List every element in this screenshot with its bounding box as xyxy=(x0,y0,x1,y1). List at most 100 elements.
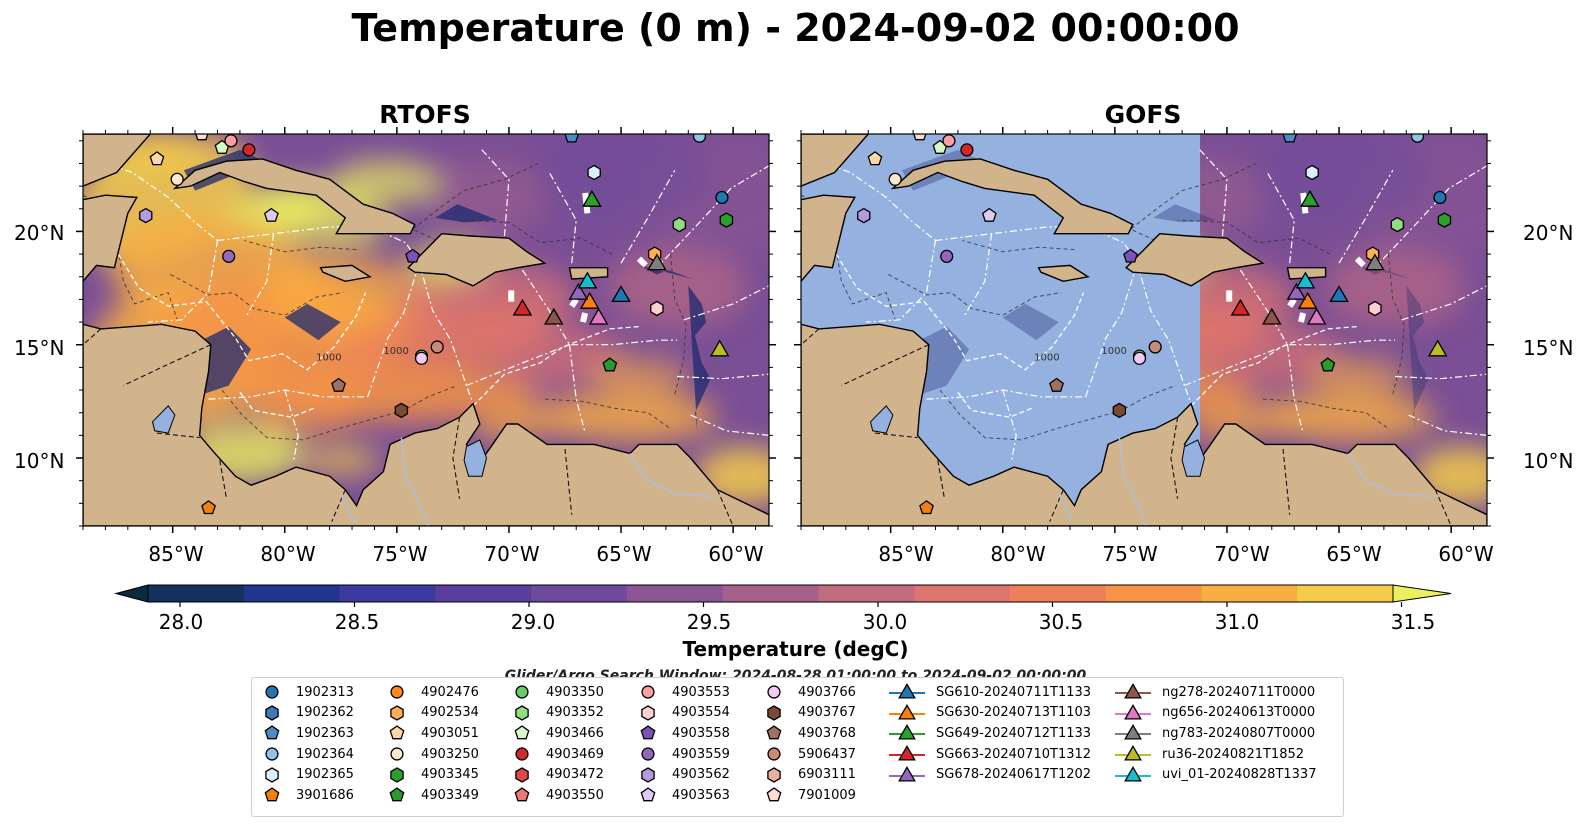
legend-label: SG649-20240712T1133 xyxy=(936,725,1092,741)
legend-item: 5906437 xyxy=(760,744,856,765)
marker-SG649 xyxy=(1300,189,1320,207)
lake xyxy=(1181,439,1206,477)
marker-ng783 xyxy=(647,253,667,271)
legend-marker-hexagon-icon xyxy=(767,705,781,721)
marker-4903349 xyxy=(1320,357,1336,372)
legend-marker-pentagon-icon xyxy=(514,787,530,802)
lon-label-70w-right: 70°W xyxy=(1214,542,1270,566)
eez-boundary xyxy=(1002,389,1017,461)
temp-patch xyxy=(547,392,718,443)
legend-marker xyxy=(767,685,781,699)
marker-4903766 xyxy=(414,351,429,365)
marker-4903558 xyxy=(1123,248,1138,263)
legend-marker-pentagon-icon xyxy=(766,725,782,740)
eez-boundary xyxy=(1286,344,1304,434)
legend-marker xyxy=(264,787,280,802)
bathymetry-contour xyxy=(1262,398,1389,430)
temp-patch xyxy=(607,248,748,329)
eez-boundary xyxy=(568,344,586,434)
legend-marker xyxy=(264,725,280,740)
marker-4903559 xyxy=(940,249,954,263)
legend-marker-triangle-icon xyxy=(1115,765,1151,782)
colorbar-bins xyxy=(148,585,1394,602)
legend-marker xyxy=(390,766,404,783)
bathymetry-contour xyxy=(83,194,178,320)
landmass xyxy=(801,194,856,283)
legend-marker xyxy=(515,685,529,699)
colorbar-extend-max xyxy=(1392,584,1452,603)
legend-label: 1902364 xyxy=(296,746,354,762)
legend-item: SG630-20240713T1103 xyxy=(888,703,1091,724)
landmass xyxy=(801,134,870,187)
marker-4903563 xyxy=(981,207,997,222)
country-border xyxy=(83,328,102,346)
colorbar-bin xyxy=(626,585,724,602)
legend-label: 4903562 xyxy=(672,767,730,783)
legend-item: 4903766 xyxy=(760,682,856,703)
colorbar-bin xyxy=(1009,585,1107,602)
bathymetry-contour xyxy=(962,240,1075,253)
eez-boundary xyxy=(683,285,769,321)
marker-4903558 xyxy=(405,248,420,263)
legend-column: 4902476 4902534 4903051 4903250 4903345 49033… xyxy=(383,682,479,806)
bathymetry-contour xyxy=(221,385,458,441)
legend-item: 4903051 xyxy=(383,723,479,744)
legend-marker xyxy=(265,766,279,783)
legend-marker-triangle-icon xyxy=(889,745,925,761)
legend-marker xyxy=(515,705,529,721)
legend-marker xyxy=(898,724,916,741)
colorbar-label: Temperature (degC) xyxy=(682,637,909,661)
legend-marker-circle-icon xyxy=(515,747,529,761)
legend-marker-pentagon-icon xyxy=(640,787,656,802)
marker-1902365 xyxy=(1305,164,1319,181)
shelf-shallow-water xyxy=(1002,303,1059,341)
lake xyxy=(869,405,894,434)
legend-marker-circle-icon xyxy=(641,685,655,699)
landmass xyxy=(83,194,138,283)
legend-marker-triangle-icon xyxy=(1115,703,1151,720)
legend-marker-triangle-icon xyxy=(889,683,925,699)
legend-item: 4902534 xyxy=(383,703,479,724)
legend-marker-pentagon-icon xyxy=(264,787,280,802)
eez-boundary xyxy=(620,170,676,264)
marker-3901686 xyxy=(919,500,934,515)
eez-boundary xyxy=(654,165,769,271)
marker-1902313 xyxy=(1433,190,1447,205)
map-rtofs: 1000 1000 xyxy=(83,134,769,526)
legend-marker xyxy=(515,766,529,783)
lon-label-85w-right: 85°W xyxy=(878,542,934,566)
eez-boundary xyxy=(1239,269,1396,346)
glider-track xyxy=(1287,297,1297,308)
bathymetry-contour xyxy=(544,398,671,430)
legend-marker-hexagon-icon xyxy=(390,766,404,783)
legend-marker-pentagon-icon xyxy=(514,725,530,740)
eez-boundary xyxy=(1136,263,1192,404)
contour-label: 1000 xyxy=(1101,346,1126,357)
marker-4903345 xyxy=(719,212,734,228)
glider-track xyxy=(1354,256,1366,268)
shelf-shallow-water xyxy=(919,326,970,395)
colorbar-bin xyxy=(531,585,628,602)
legend-marker-circle-icon xyxy=(515,685,529,699)
shelf-shallow-water xyxy=(284,303,341,341)
legend-label: ng278-20240711T0000 xyxy=(1162,684,1316,700)
legend-column: SG610-20240711T1133 SG630-20240713T1103 SG… xyxy=(888,682,1091,785)
lon-label-85w-left: 85°W xyxy=(148,542,204,566)
legend-item: 4903553 xyxy=(634,682,730,703)
legend-item: 1902363 xyxy=(258,723,354,744)
bathymetry-contour xyxy=(459,219,613,255)
legend-marker xyxy=(766,725,782,740)
legend-marker-circle-icon xyxy=(767,685,781,699)
marker-4903563 xyxy=(263,207,279,222)
legend-item: 4903352 xyxy=(508,703,604,724)
dashed-boundary xyxy=(1190,325,1358,407)
legend-label: ng783-20240807T0000 xyxy=(1162,725,1316,741)
cbar-tick-28-0: 28.0 xyxy=(158,610,204,634)
legend-marker xyxy=(640,787,656,802)
marker-1902364 xyxy=(692,134,707,143)
marker-4903250 xyxy=(888,172,902,186)
marker-5906437 xyxy=(1148,340,1162,354)
temp-patch xyxy=(483,326,624,387)
marker-ng656 xyxy=(588,307,609,325)
lon-label-60w-left: 60°W xyxy=(708,542,764,566)
